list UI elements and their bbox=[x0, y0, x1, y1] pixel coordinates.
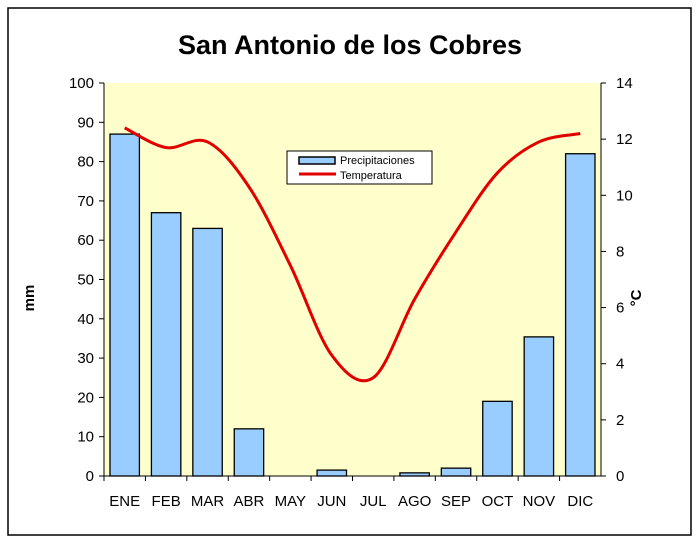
y-axis-label: mm bbox=[21, 285, 38, 312]
x-tick-label: OCT bbox=[482, 493, 514, 510]
x-tick-label: ABR bbox=[234, 493, 265, 510]
x-tick-label: SEP bbox=[441, 493, 471, 510]
y2-tick-label: 8 bbox=[616, 243, 624, 260]
x-tick-label: FEB bbox=[152, 493, 181, 510]
plot-area bbox=[104, 83, 601, 476]
y-tick-label: 80 bbox=[77, 154, 94, 171]
temperature-line bbox=[124, 126, 581, 383]
bar-feb bbox=[150, 212, 182, 477]
bar-oct bbox=[482, 400, 513, 477]
bar-mar bbox=[192, 227, 223, 477]
y-tick-label: 100 bbox=[69, 75, 94, 92]
y2-axis-label: °C bbox=[628, 289, 645, 306]
y2-tick-label: 2 bbox=[616, 412, 624, 429]
bar-ene bbox=[109, 133, 141, 477]
x-tick-label: MAY bbox=[275, 493, 306, 510]
x-tick-label: MAR bbox=[191, 493, 225, 510]
y-tick-label: 30 bbox=[77, 350, 94, 367]
y2-tick-label: 0 bbox=[616, 468, 624, 485]
bar-sep bbox=[440, 467, 472, 477]
x-tick-label: DIC bbox=[567, 493, 593, 510]
x-tick-label: ENE bbox=[109, 493, 140, 510]
y2-tick-label: 12 bbox=[616, 131, 633, 148]
y-tick-label: 10 bbox=[77, 429, 94, 446]
y2-tick-label: 6 bbox=[616, 300, 624, 317]
y-tick-label: 20 bbox=[77, 389, 94, 406]
legend-swatch-precipitaciones bbox=[298, 156, 336, 165]
bar-jun bbox=[316, 469, 348, 477]
y-tick-label: 0 bbox=[86, 468, 94, 485]
x-tick-label: JUN bbox=[317, 493, 346, 510]
x-tick-label: AGO bbox=[398, 493, 431, 510]
legend-label-temperatura: Temperatura bbox=[340, 170, 403, 182]
x-tick-label: JUL bbox=[360, 493, 387, 510]
y-tick-label: 40 bbox=[77, 311, 94, 328]
x-tick-label: NOV bbox=[523, 493, 556, 510]
y-tick-label: 50 bbox=[77, 272, 94, 289]
y-tick-label: 70 bbox=[77, 193, 94, 210]
y-tick-label: 60 bbox=[77, 232, 94, 249]
y2-tick-label: 4 bbox=[616, 356, 624, 373]
legend-label-precipitaciones: Precipitaciones bbox=[340, 155, 415, 167]
chart-title: San Antonio de los Cobres bbox=[178, 30, 522, 60]
y2-tick-label: 14 bbox=[616, 75, 633, 92]
legend: Precipitaciones Temperatura bbox=[286, 150, 433, 185]
y-tick-label: 90 bbox=[77, 114, 94, 131]
y2-tick-label: 10 bbox=[616, 187, 633, 204]
bar-nov bbox=[523, 336, 555, 477]
bar-abr bbox=[233, 428, 265, 477]
bar-dic bbox=[564, 153, 596, 477]
